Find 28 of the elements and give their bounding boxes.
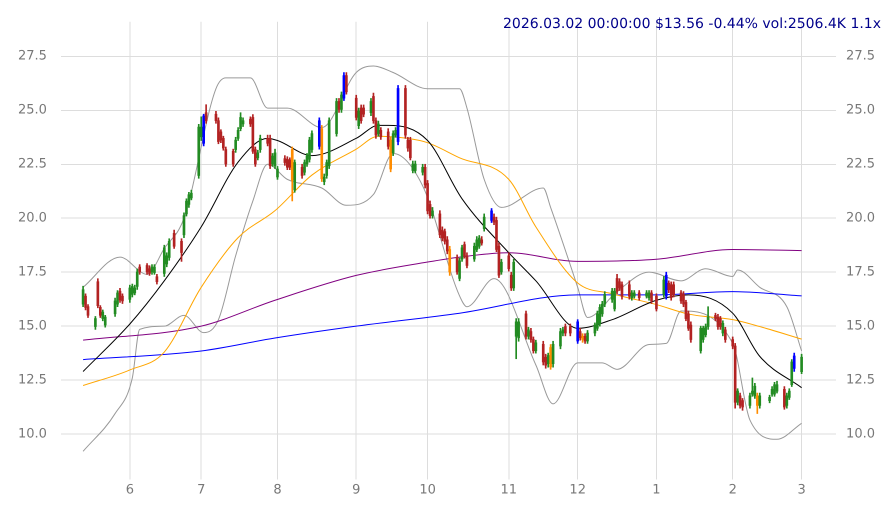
y2-tick-label: 27.5	[846, 48, 876, 64]
y-tick-label: 20.0	[18, 210, 47, 226]
x-tick-label: 9	[352, 482, 360, 498]
x-tick-label: 10	[419, 482, 436, 498]
y2-tick-label: 25.0	[846, 102, 876, 118]
y2-tick-label: 22.5	[846, 156, 876, 172]
chart-title: 2026.03.02 00:00:00 $13.56 -0.44% vol:2506.4K 1.1x	[503, 16, 881, 32]
y-tick-label: 27.5	[18, 48, 47, 64]
x-tick-label: 3	[797, 482, 806, 498]
y-tick-label: 15.0	[18, 318, 47, 334]
y2-tick-label: 20.0	[846, 210, 876, 226]
x-tick-label: 6	[126, 482, 134, 498]
y-tick-label: 25.0	[18, 102, 47, 118]
y2-tick-label: 15.0	[846, 318, 876, 334]
y-tick-label: 10.0	[18, 426, 47, 442]
y2-tick-label: 10.0	[846, 426, 876, 442]
y-tick-label: 22.5	[18, 156, 47, 172]
x-tick-label: 11	[500, 482, 518, 498]
x-tick-label: 2	[728, 482, 737, 498]
x-tick-label: 1	[652, 482, 661, 498]
y2-tick-label: 17.5	[846, 264, 876, 280]
x-tick-label: 8	[273, 482, 282, 498]
x-tick-label: 7	[197, 482, 206, 498]
y-tick-label: 12.5	[18, 372, 47, 388]
line-series	[82, 66, 802, 352]
x-tick-label: 12	[569, 482, 586, 498]
y-tick-label: 17.5	[18, 264, 47, 280]
y2-tick-label: 12.5	[846, 372, 876, 388]
